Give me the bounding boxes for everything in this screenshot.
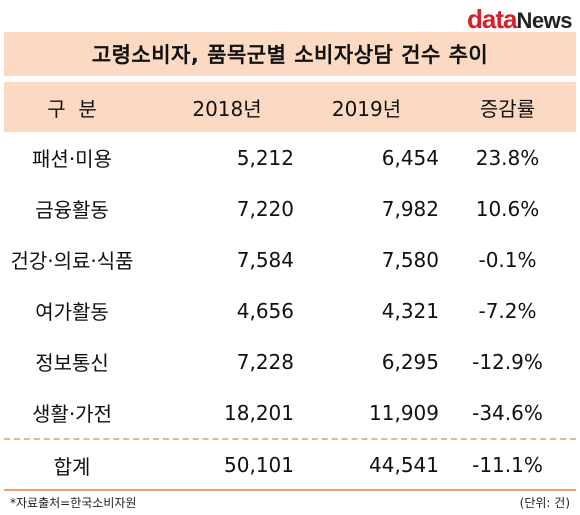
row-2018-value: 18,201	[224, 400, 294, 425]
row-2019-value: 7,982	[381, 196, 439, 221]
header-change: 증감률	[479, 96, 536, 121]
row-2018-value: 5,212	[236, 145, 294, 170]
table-row: 금융활동 7,220 7,982 10.6%	[4, 183, 576, 234]
table-row: 패션·미용 5,212 6,454 23.8%	[4, 132, 576, 183]
row-change-value: 23.8%	[475, 145, 540, 170]
row-change-value: 10.6%	[475, 196, 540, 221]
row-2018-value: 7,228	[236, 349, 294, 374]
unit-note: (단위: 건)	[519, 496, 570, 510]
row-category: 생활·가전	[32, 402, 112, 426]
total-label: 합계	[53, 454, 91, 479]
row-change-value: -12.9%	[472, 349, 543, 374]
row-change-value: -7.2%	[478, 298, 537, 323]
header-2018: 2018년	[192, 96, 262, 121]
row-2019-value: 4,321	[381, 298, 439, 323]
total-2019-value: 44,541	[369, 453, 439, 477]
row-2018-value: 7,220	[236, 196, 294, 221]
table-header-row: 구 분 2018년 2019년 증감률	[4, 82, 576, 132]
row-change-value: -0.1%	[478, 247, 537, 272]
table-bottom-border	[4, 489, 576, 491]
source-note: *자료출처=한국소비자원	[10, 496, 137, 510]
row-change-value: -34.6%	[472, 400, 543, 425]
row-2019-value: 6,295	[381, 349, 439, 374]
row-2018-value: 4,656	[236, 298, 294, 323]
table-row: 생활·가전 18,201 11,909 -34.6%	[4, 387, 576, 438]
header-2019: 2019년	[331, 96, 402, 121]
logo-news-text: News	[516, 8, 573, 33]
header-category: 구 분	[47, 96, 97, 121]
total-change-value: -11.1%	[472, 453, 543, 477]
total-separator	[4, 438, 576, 440]
row-2019-value: 11,909	[369, 400, 439, 425]
datanews-logo: data News	[467, 4, 572, 34]
row-category: 건강·의료·식품	[10, 249, 134, 273]
table-row: 건강·의료·식품 7,584 7,580 -0.1%	[4, 234, 576, 285]
row-2018-value: 7,584	[236, 247, 294, 272]
total-2018-value: 50,101	[224, 453, 294, 477]
total-row: 합계 50,101 44,541 -11.1%	[4, 440, 576, 490]
row-category: 패션·미용	[32, 147, 112, 171]
table-title: 고령소비자, 품목군별 소비자상담 건수 추이	[4, 32, 576, 76]
row-category: 정보통신	[35, 351, 109, 375]
row-2019-value: 6,454	[381, 145, 439, 170]
row-category: 금융활동	[35, 198, 109, 222]
row-2019-value: 7,580	[381, 247, 439, 272]
table-row: 여가활동 4,656 4,321 -7.2%	[4, 285, 576, 336]
table-row: 정보통신 7,228 6,295 -12.9%	[4, 336, 576, 387]
logo-data-text: data	[467, 4, 517, 34]
row-category: 여가활동	[35, 300, 109, 324]
